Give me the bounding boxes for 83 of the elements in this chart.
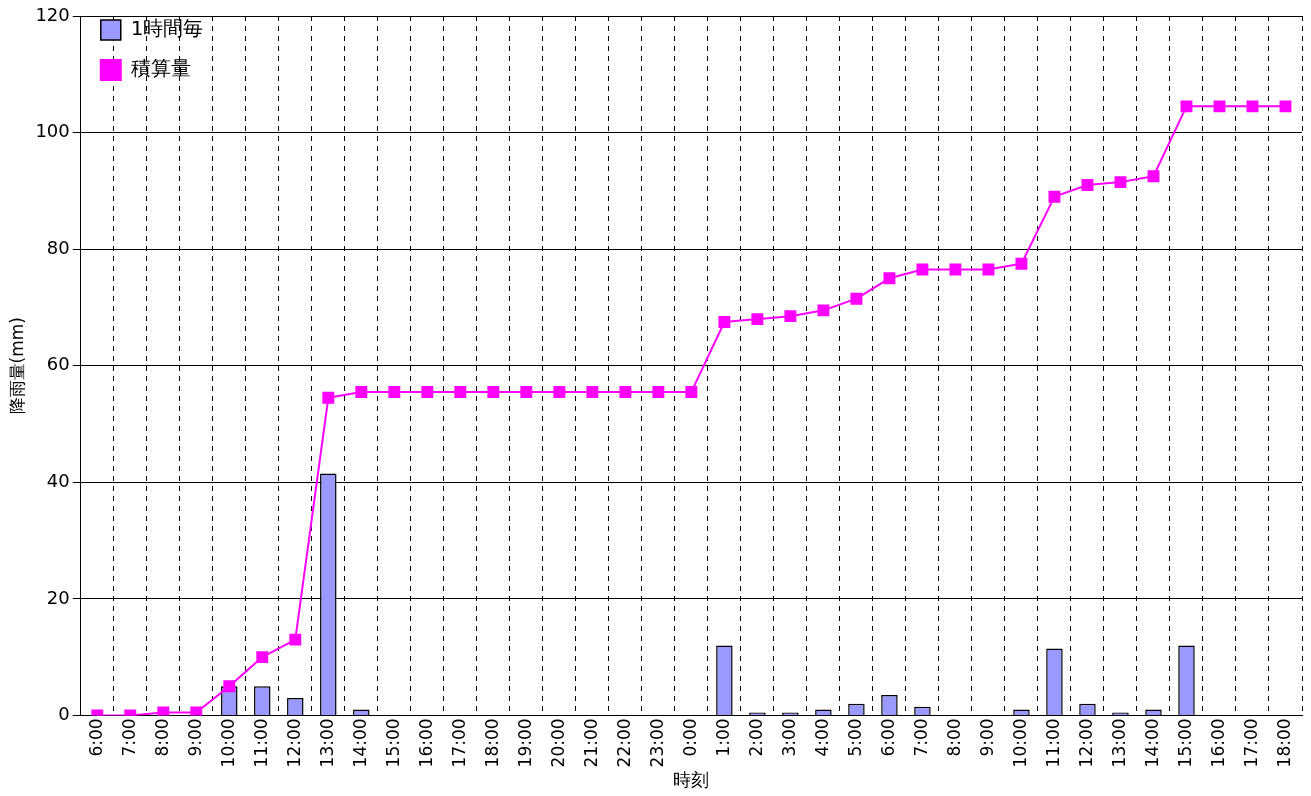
point: [157, 706, 170, 716]
x-tick-label: 1:00: [712, 718, 733, 757]
point: [652, 385, 665, 398]
x-tick-label: 15:00: [382, 718, 403, 768]
point: [553, 385, 566, 398]
y-tick-label: 0: [58, 703, 70, 725]
x-tick-label: 18:00: [1273, 718, 1294, 768]
point: [355, 385, 368, 398]
x-tick-label: 12:00: [283, 718, 304, 768]
point: [289, 633, 302, 646]
x-tick-label: 23:00: [646, 718, 667, 768]
point: [586, 385, 599, 398]
legend-label: 積算量: [130, 56, 191, 81]
legend-label: 1時間毎: [130, 16, 204, 41]
x-tick-label: 11:00: [250, 718, 271, 768]
x-tick-label: 12:00: [1075, 718, 1096, 768]
x-tick-label: 18:00: [481, 718, 502, 768]
y-tick-label: 40: [46, 469, 70, 491]
x-tick-label: 17:00: [1240, 718, 1261, 768]
x-tick-label: 9:00: [976, 718, 997, 757]
x-tick-label: 14:00: [349, 718, 370, 768]
point: [1147, 170, 1160, 183]
y-axis-title: 降雨量(mm): [6, 317, 27, 415]
point: [421, 385, 434, 398]
x-tick-label: 0:00: [679, 718, 700, 757]
point: [1213, 100, 1226, 113]
x-tick-label: 13:00: [1108, 718, 1129, 768]
point: [487, 385, 500, 398]
x-tick-label: 14:00: [1141, 718, 1162, 768]
point: [1081, 179, 1094, 191]
point: [916, 263, 929, 276]
point: [1279, 100, 1292, 113]
x-tick-label: 3:00: [778, 718, 799, 757]
x-tick-label: 10:00: [217, 718, 238, 768]
point: [784, 310, 797, 323]
point: [1048, 190, 1061, 203]
point: [817, 304, 830, 317]
x-tick-label: 21:00: [580, 718, 601, 768]
y-tick-label: 80: [46, 236, 70, 258]
point: [949, 263, 962, 276]
point: [322, 391, 335, 404]
x-tick-label: 16:00: [1207, 718, 1228, 768]
x-tick-label: 9:00: [184, 718, 205, 757]
point: [982, 263, 995, 276]
y-tick-label: 20: [46, 586, 70, 608]
point: [883, 272, 896, 285]
x-tick-label: 19:00: [514, 718, 535, 768]
x-tick-label: 8:00: [151, 718, 172, 757]
point: [685, 385, 698, 398]
x-tick-label: 15:00: [1174, 718, 1195, 768]
point: [1180, 100, 1193, 113]
x-tick-label: 8:00: [943, 718, 964, 757]
point: [223, 680, 236, 693]
x-tick-label: 22:00: [613, 718, 634, 768]
point: [850, 292, 863, 305]
x-tick-label: 2:00: [745, 718, 766, 757]
x-tick-label: 7:00: [910, 718, 931, 757]
x-tick-label: 16:00: [415, 718, 436, 768]
x-tick-label: 7:00: [118, 718, 139, 757]
x-tick-label: 6:00: [877, 718, 898, 757]
point: [256, 651, 269, 664]
point: [619, 385, 632, 398]
x-tick-label: 13:00: [316, 718, 337, 768]
point: [718, 316, 731, 328]
y-tick-label: 120: [35, 3, 70, 25]
y-tick-label: 60: [46, 353, 70, 375]
x-axis-title: 時刻: [673, 768, 710, 790]
x-tick-label: 5:00: [844, 718, 865, 757]
x-tick-label: 4:00: [811, 718, 832, 757]
x-tick-label: 10:00: [1009, 718, 1030, 768]
point: [751, 313, 764, 326]
point: [388, 385, 401, 398]
y-tick-label: 100: [35, 120, 70, 142]
point: [454, 385, 467, 398]
point: [520, 385, 533, 398]
point: [1114, 176, 1127, 189]
x-tick-label: 6:00: [85, 718, 106, 757]
point: [1015, 257, 1028, 270]
point: [190, 706, 203, 716]
x-tick-label: 11:00: [1042, 718, 1063, 768]
x-tick-label: 17:00: [448, 718, 469, 768]
point: [1246, 100, 1259, 113]
x-tick-label: 20:00: [547, 718, 568, 768]
